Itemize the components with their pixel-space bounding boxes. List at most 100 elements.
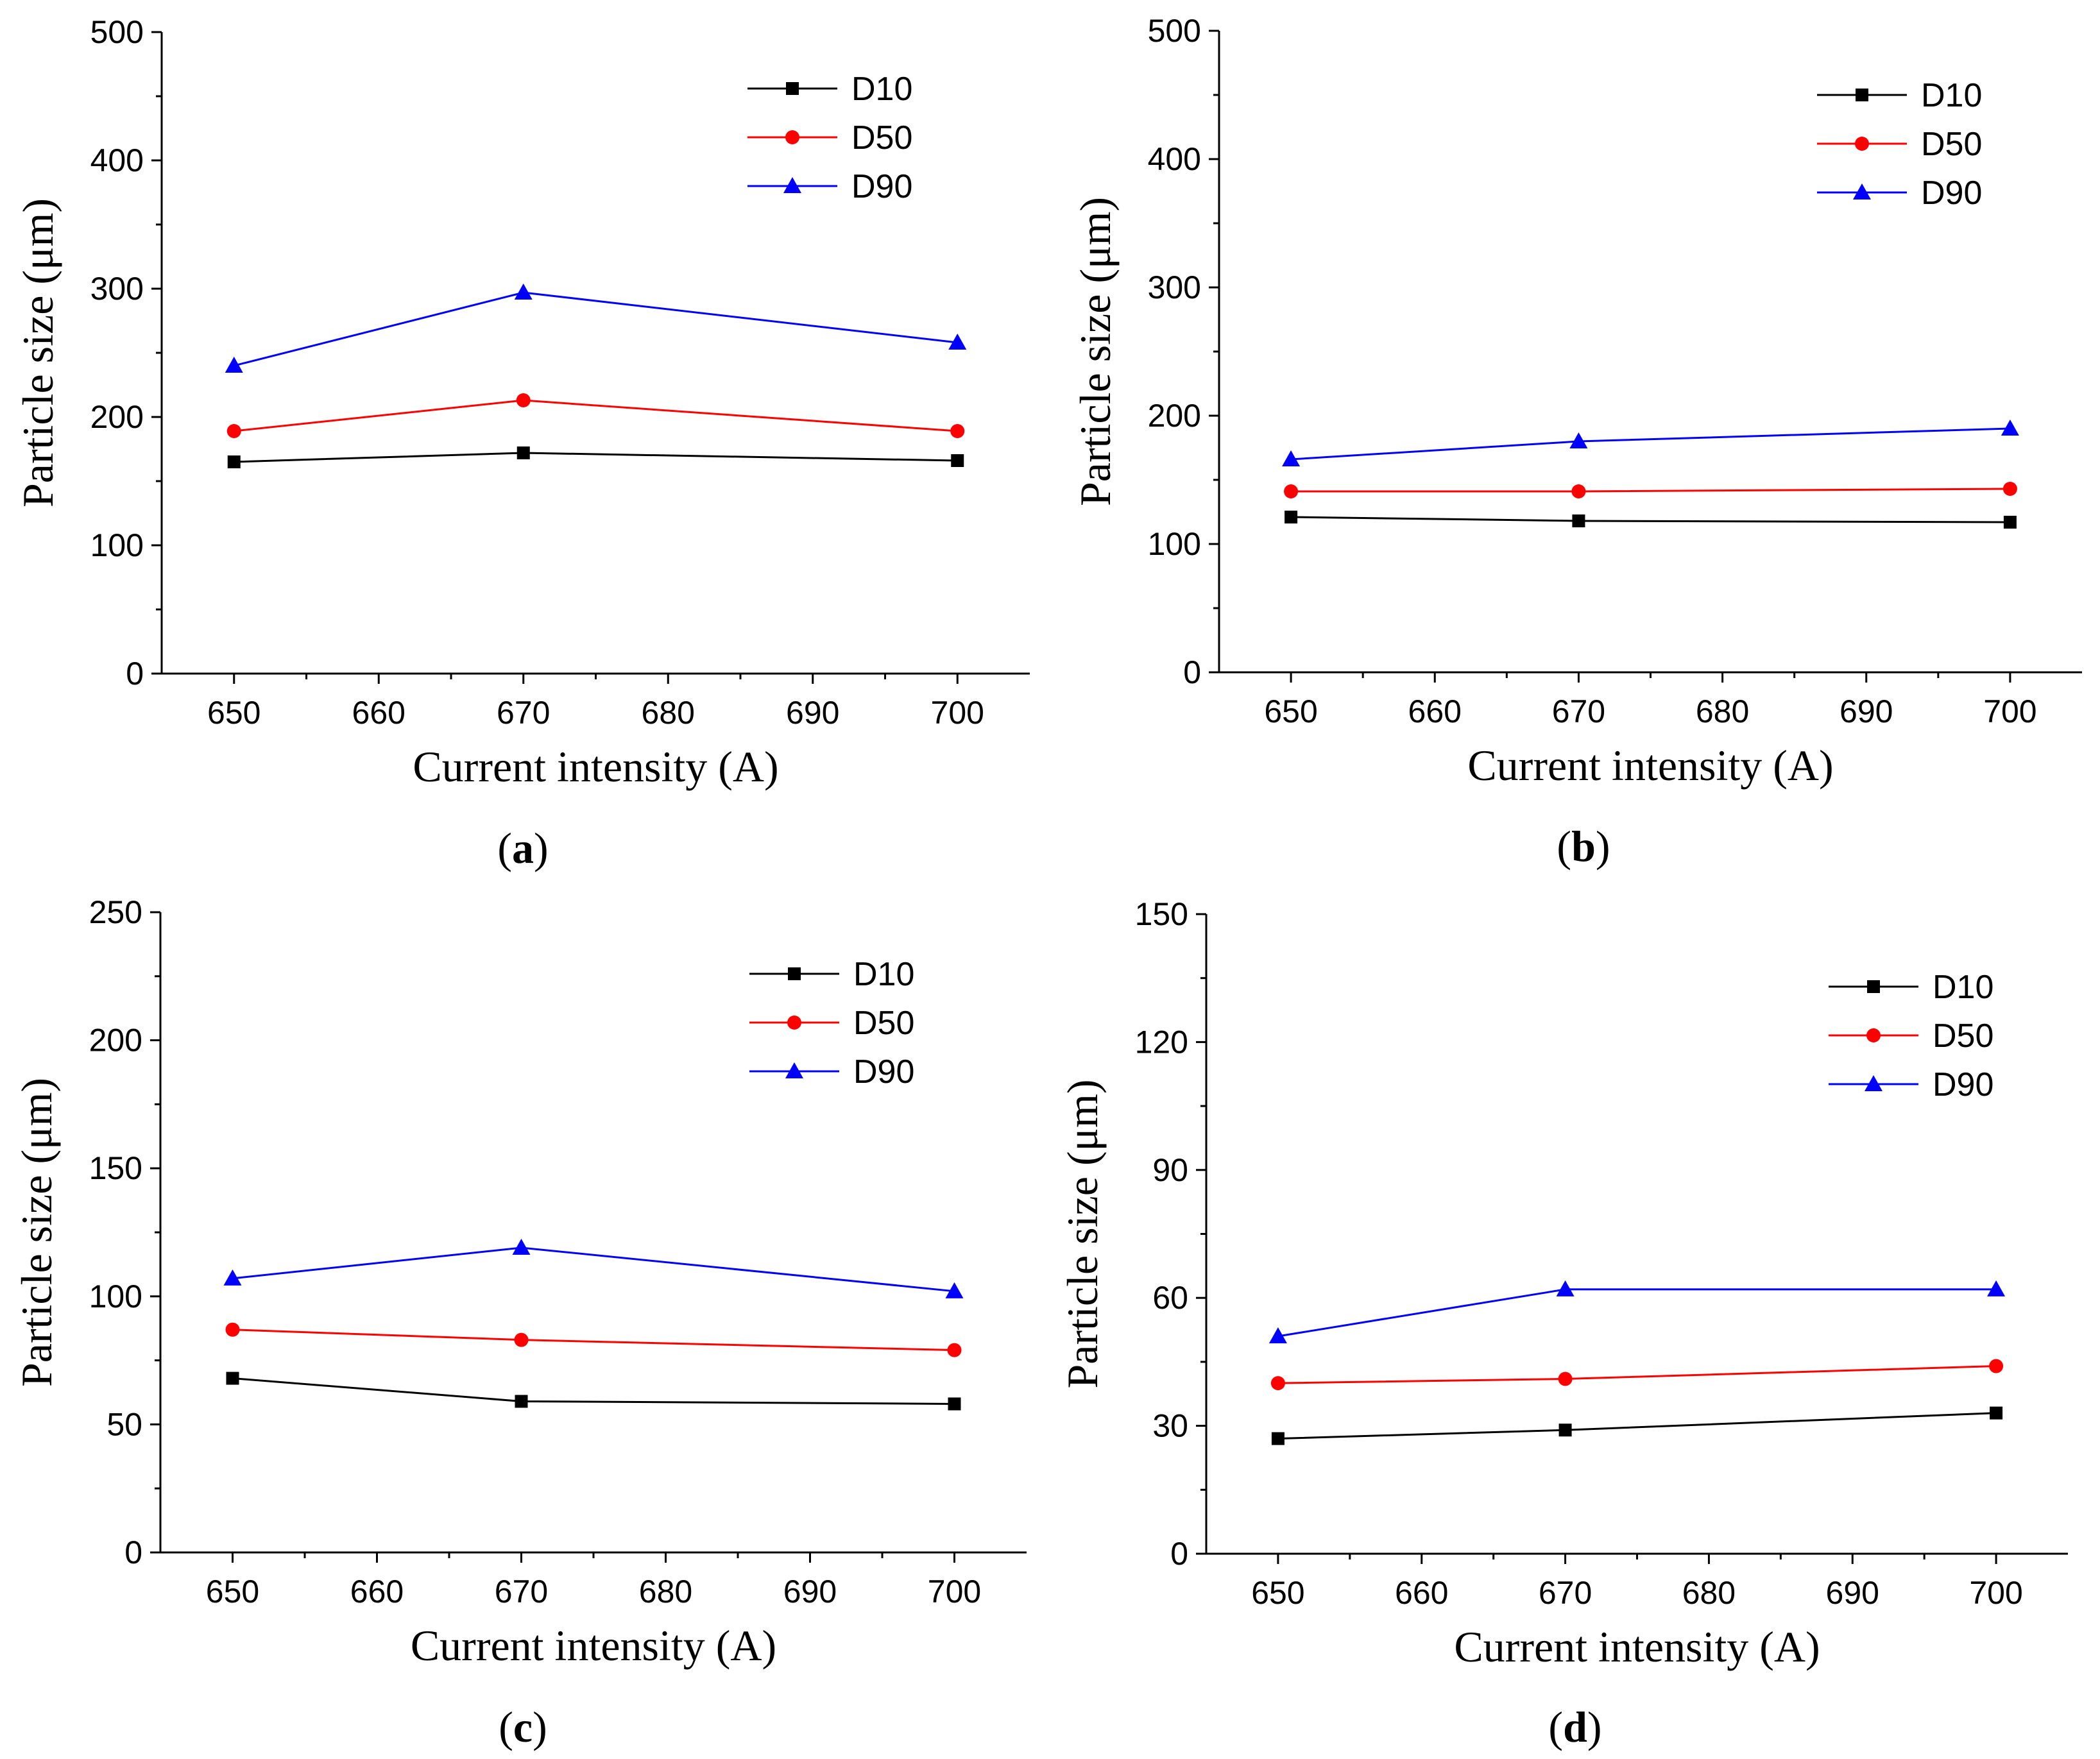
data-point-d50 xyxy=(2002,482,2017,496)
legend-label: D90 xyxy=(1921,174,1982,212)
x-tick-label: 650 xyxy=(206,1574,259,1610)
data-point-d10 xyxy=(1558,1423,1572,1437)
x-tick-label: 670 xyxy=(497,695,550,731)
legend-label: D10 xyxy=(1933,969,1993,1006)
y-tick-label: 120 xyxy=(1135,1024,1188,1060)
x-axis-title: Current intensity (A) xyxy=(1454,1622,1820,1671)
data-point-d90 xyxy=(225,357,243,373)
data-point-d90 xyxy=(223,1269,242,1286)
panel-caption-letter: b xyxy=(1571,822,1596,871)
legend-marker xyxy=(1866,1028,1881,1042)
y-tick-label: 150 xyxy=(89,1150,142,1186)
legend-marker xyxy=(1865,1075,1882,1091)
data-point-d50 xyxy=(947,1343,962,1357)
data-point-d10 xyxy=(2003,516,2017,529)
series-line-d10 xyxy=(1291,516,2010,523)
y-tick-label: 0 xyxy=(126,656,144,692)
series-d10 xyxy=(226,1372,961,1411)
y-tick-label: 0 xyxy=(1183,654,1201,690)
series-line-d90 xyxy=(1277,1288,1997,1338)
series-d50 xyxy=(225,1322,962,1357)
y-tick-label: 300 xyxy=(90,271,144,307)
data-point-d50 xyxy=(1284,484,1299,498)
legend-label: D10 xyxy=(853,956,914,993)
chart-panel-c: 650 660 670 680 690 700 0 50 100 150 200 250 Current… xyxy=(12,894,1027,1751)
y-tick-label: 100 xyxy=(90,527,144,563)
data-point-d90 xyxy=(1268,1327,1287,1344)
data-point-d50 xyxy=(226,424,241,438)
x-tick-label: 700 xyxy=(1983,693,2036,729)
panel-caption-letter: c xyxy=(513,1703,533,1751)
y-tick-label: 100 xyxy=(1148,526,1201,562)
series-line-d50 xyxy=(1277,1365,1997,1384)
x-axis-title: Current intensity (A) xyxy=(1467,741,1833,790)
legend-marker xyxy=(1853,183,1871,200)
y-tick-label: 500 xyxy=(90,14,144,50)
y-tick-label: 200 xyxy=(1148,398,1201,434)
panel-caption: (b) xyxy=(1557,822,1610,871)
y-tick-label: 50 xyxy=(107,1406,142,1442)
y-tick-label: 0 xyxy=(1170,1536,1188,1572)
x-tick-label: 690 xyxy=(1840,693,1893,729)
series-line-d10 xyxy=(232,1377,955,1405)
data-point-d90 xyxy=(514,284,533,300)
series-line-d50 xyxy=(234,399,958,432)
series-line-d50 xyxy=(1291,488,2010,493)
y-axis-title: Particle size (μm) xyxy=(1071,197,1120,506)
legend-label: D50 xyxy=(853,1005,914,1042)
x-tick-label: 660 xyxy=(350,1574,404,1610)
y-axis-title: Particle size (μm) xyxy=(12,1078,61,1387)
x-tick-label: 660 xyxy=(352,695,405,731)
data-point-d50 xyxy=(516,393,531,407)
legend-label: D10 xyxy=(1921,77,1982,114)
y-tick-label: 30 xyxy=(1152,1408,1188,1444)
data-point-d10 xyxy=(1271,1432,1285,1445)
x-tick-label: 700 xyxy=(1969,1575,2022,1611)
x-tick-label: 700 xyxy=(931,695,984,731)
legend-label: D50 xyxy=(851,119,912,157)
series-d90 xyxy=(1282,420,2019,466)
legend-marker xyxy=(787,1015,801,1030)
panel-caption: (c) xyxy=(499,1703,547,1751)
legend-marker xyxy=(1855,137,1869,151)
legend-marker xyxy=(788,967,801,980)
y-tick-label: 200 xyxy=(90,399,144,435)
x-axis-title: Current intensity (A) xyxy=(411,1621,776,1670)
legend-label: D90 xyxy=(853,1053,914,1091)
x-tick-label: 680 xyxy=(639,1574,692,1610)
data-point-d90 xyxy=(1282,450,1301,466)
data-point-d10 xyxy=(948,1397,961,1411)
y-tick-label: 300 xyxy=(1148,269,1201,305)
legend-marker xyxy=(1856,89,1868,101)
series-d50 xyxy=(226,393,965,438)
data-point-d90 xyxy=(1569,432,1588,448)
x-tick-label: 700 xyxy=(928,1574,981,1610)
series-d10 xyxy=(227,446,964,468)
series-d50 xyxy=(1284,482,2017,498)
series-d10 xyxy=(1285,511,2017,529)
legend-label: D10 xyxy=(851,71,912,108)
panel-caption: (d) xyxy=(1548,1703,1601,1751)
data-point-d90 xyxy=(948,334,967,350)
series-d50 xyxy=(1270,1359,2004,1391)
series-line-d10 xyxy=(1277,1412,1997,1440)
legend-label: D90 xyxy=(1933,1066,1993,1103)
series-line-d90 xyxy=(234,291,958,367)
legend: D10 D50 D90 xyxy=(1817,77,1982,212)
x-tick-label: 650 xyxy=(1264,693,1317,729)
x-tick-label: 680 xyxy=(642,695,695,731)
y-tick-label: 400 xyxy=(90,142,144,178)
data-point-d50 xyxy=(1558,1372,1573,1386)
data-point-d50 xyxy=(1270,1376,1285,1391)
series-line-d10 xyxy=(234,452,958,463)
data-point-d50 xyxy=(950,424,965,438)
x-tick-label: 670 xyxy=(1552,693,1605,729)
series-d10 xyxy=(1271,1406,2003,1445)
x-tick-label: 690 xyxy=(783,1574,837,1610)
data-point-d10 xyxy=(226,1372,239,1385)
y-axis-title: Particle size (μm) xyxy=(13,198,62,507)
legend-label: D90 xyxy=(851,168,912,205)
data-point-d90 xyxy=(945,1282,964,1298)
x-tick-label: 690 xyxy=(1826,1575,1879,1611)
